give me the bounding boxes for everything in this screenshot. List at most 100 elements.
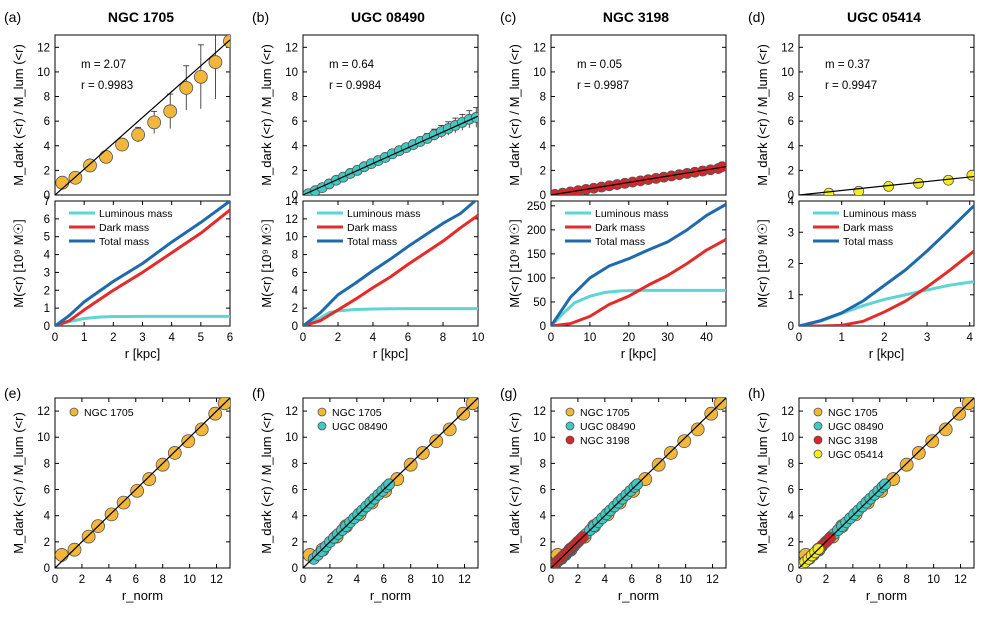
data-point bbox=[55, 175, 70, 190]
y-axis-label: M_dark (<r) / M_lum (<r) bbox=[259, 412, 274, 554]
legend-label: Total mass bbox=[99, 236, 149, 248]
y-tick-label: 10 bbox=[285, 67, 298, 79]
y-tick-label: 4 bbox=[292, 285, 299, 297]
y-tick-label: 10 bbox=[781, 67, 794, 79]
plot-area bbox=[799, 398, 974, 568]
y-axis-label: M_dark (<r) / M_lum (<r) bbox=[507, 412, 522, 554]
plot-area bbox=[551, 203, 726, 326]
data-point bbox=[130, 483, 145, 498]
x-axis-label: r [kpc] bbox=[373, 346, 408, 361]
y-tick-label: 12 bbox=[781, 42, 794, 54]
data-point bbox=[415, 446, 430, 460]
legend-label: Total mass bbox=[843, 236, 893, 248]
legend-marker bbox=[565, 435, 575, 445]
legend-label: Luminous mass bbox=[843, 208, 917, 220]
y-tick-label: 0 bbox=[44, 190, 50, 202]
plot-area bbox=[799, 169, 974, 195]
data-point bbox=[942, 174, 954, 186]
x-tick-label: 2 bbox=[335, 332, 341, 344]
x-axis-label: r_norm bbox=[618, 588, 659, 603]
legend-marker bbox=[813, 435, 823, 445]
plot-area bbox=[303, 398, 478, 568]
data-point bbox=[116, 495, 131, 510]
legend-label: Luminous mass bbox=[347, 208, 421, 220]
panel-label-h: (h) bbox=[748, 385, 765, 401]
mass-panel-a: 0 1 2 3 4 5 6 7 0 1 2 3 4 5 6 M(<r) [10⁹ M☉] r [kpc] Lumi… bbox=[11, 196, 233, 361]
x-tick-label: 4 bbox=[850, 574, 857, 586]
series-line-total-mass bbox=[799, 204, 974, 326]
slope-stat: m = 0.05 bbox=[577, 59, 622, 71]
x-tick-label: 0 bbox=[300, 574, 306, 586]
legend-label: Luminous mass bbox=[595, 208, 669, 220]
y-axis-label: M(<r) [10⁹ M☉] bbox=[259, 219, 274, 307]
legend-label: NGC 3198 bbox=[828, 435, 878, 447]
data-point bbox=[81, 529, 96, 544]
data-point bbox=[823, 187, 835, 195]
ratio-panel-b: 0 2 4 6 8 10 12 M_dark (<r) / M_lum (<r) m = 0.6… bbox=[259, 34, 479, 202]
y-tick-label: 4 bbox=[44, 511, 51, 523]
legend-label: UGC 08490 bbox=[828, 421, 884, 433]
x-tick-label: 10 bbox=[472, 332, 485, 344]
y-tick-label: 7 bbox=[44, 196, 50, 208]
fit-line bbox=[303, 115, 478, 195]
legend-label: Dark mass bbox=[843, 222, 893, 234]
x-tick-label: 10 bbox=[679, 574, 692, 586]
y-tick-label: 6 bbox=[44, 485, 50, 497]
x-tick-label: 8 bbox=[159, 574, 165, 586]
data-point bbox=[911, 446, 926, 460]
x-tick-label: 8 bbox=[407, 574, 413, 586]
y-axis-label: M_dark (<r) / M_lum (<r) bbox=[755, 44, 770, 186]
data-point bbox=[456, 406, 471, 421]
mass-panel-b: 0 2 4 6 8 10 12 14 0 2 4 6 8 10 M(<r) [10⁹ M☉] r [kpc] L… bbox=[259, 196, 484, 361]
panel-label-a: (a) bbox=[4, 9, 21, 25]
legend-marker bbox=[813, 421, 823, 431]
y-tick-label: 1 bbox=[788, 290, 794, 302]
x-tick-label: 0 bbox=[52, 574, 58, 586]
figure-headers: (a) (b) (c) (d) (e) (f) (g) (h) NGC 1705… bbox=[4, 9, 921, 401]
x-tick-label: 4 bbox=[168, 332, 175, 344]
y-tick-label: 8 bbox=[292, 250, 298, 262]
data-point bbox=[131, 127, 146, 142]
legend-label: NGC 3198 bbox=[580, 435, 630, 447]
y-tick-label: 6 bbox=[292, 485, 298, 497]
plot-frame bbox=[550, 200, 727, 327]
plot-frame bbox=[302, 397, 479, 569]
data-point bbox=[716, 161, 726, 173]
data-point bbox=[142, 472, 157, 486]
x-tick-label: 0 bbox=[52, 332, 58, 344]
y-tick-label: 0 bbox=[44, 321, 50, 333]
plot-frame bbox=[54, 397, 231, 569]
x-tick-label: 0 bbox=[796, 332, 802, 344]
x-tick-label: 8 bbox=[903, 574, 909, 586]
x-tick-label: 6 bbox=[629, 574, 635, 586]
data-point bbox=[208, 55, 223, 69]
y-tick-label: 6 bbox=[292, 267, 298, 279]
x-tick-label: 12 bbox=[954, 574, 967, 586]
y-tick-label: 2 bbox=[44, 165, 50, 177]
y-axis-label: M_dark (<r) / M_lum (<r) bbox=[755, 412, 770, 554]
data-point bbox=[403, 457, 418, 472]
plot-frame bbox=[302, 200, 479, 327]
legend-label: NGC 1705 bbox=[332, 407, 382, 419]
y-tick-label: 6 bbox=[540, 485, 546, 497]
y-tick-label: 0 bbox=[540, 563, 546, 575]
x-tick-label: 1 bbox=[838, 332, 844, 344]
plot-area bbox=[551, 161, 726, 195]
y-tick-label: 1 bbox=[44, 303, 50, 315]
legend-label: Total mass bbox=[347, 236, 397, 248]
panel-label-g: (g) bbox=[500, 385, 517, 401]
y-tick-label: 10 bbox=[781, 432, 794, 444]
data-point bbox=[55, 548, 69, 562]
x-tick-label: 6 bbox=[381, 574, 387, 586]
fit-line bbox=[551, 166, 726, 195]
x-tick-label: 0 bbox=[796, 574, 802, 586]
y-tick-label: 4 bbox=[788, 141, 795, 153]
legend-label: NGC 1705 bbox=[580, 407, 630, 419]
x-tick-label: 10 bbox=[583, 332, 596, 344]
normalized-panel-h: 0 2 4 6 8 10 12 0 2 4 6 8 10 12 M_dark (<r) / M_lum (<… bbox=[755, 397, 975, 603]
series-line-dark-mass bbox=[55, 208, 230, 326]
y-tick-label: 50 bbox=[533, 297, 546, 309]
data-point bbox=[938, 422, 953, 437]
plot-frame bbox=[798, 397, 975, 569]
